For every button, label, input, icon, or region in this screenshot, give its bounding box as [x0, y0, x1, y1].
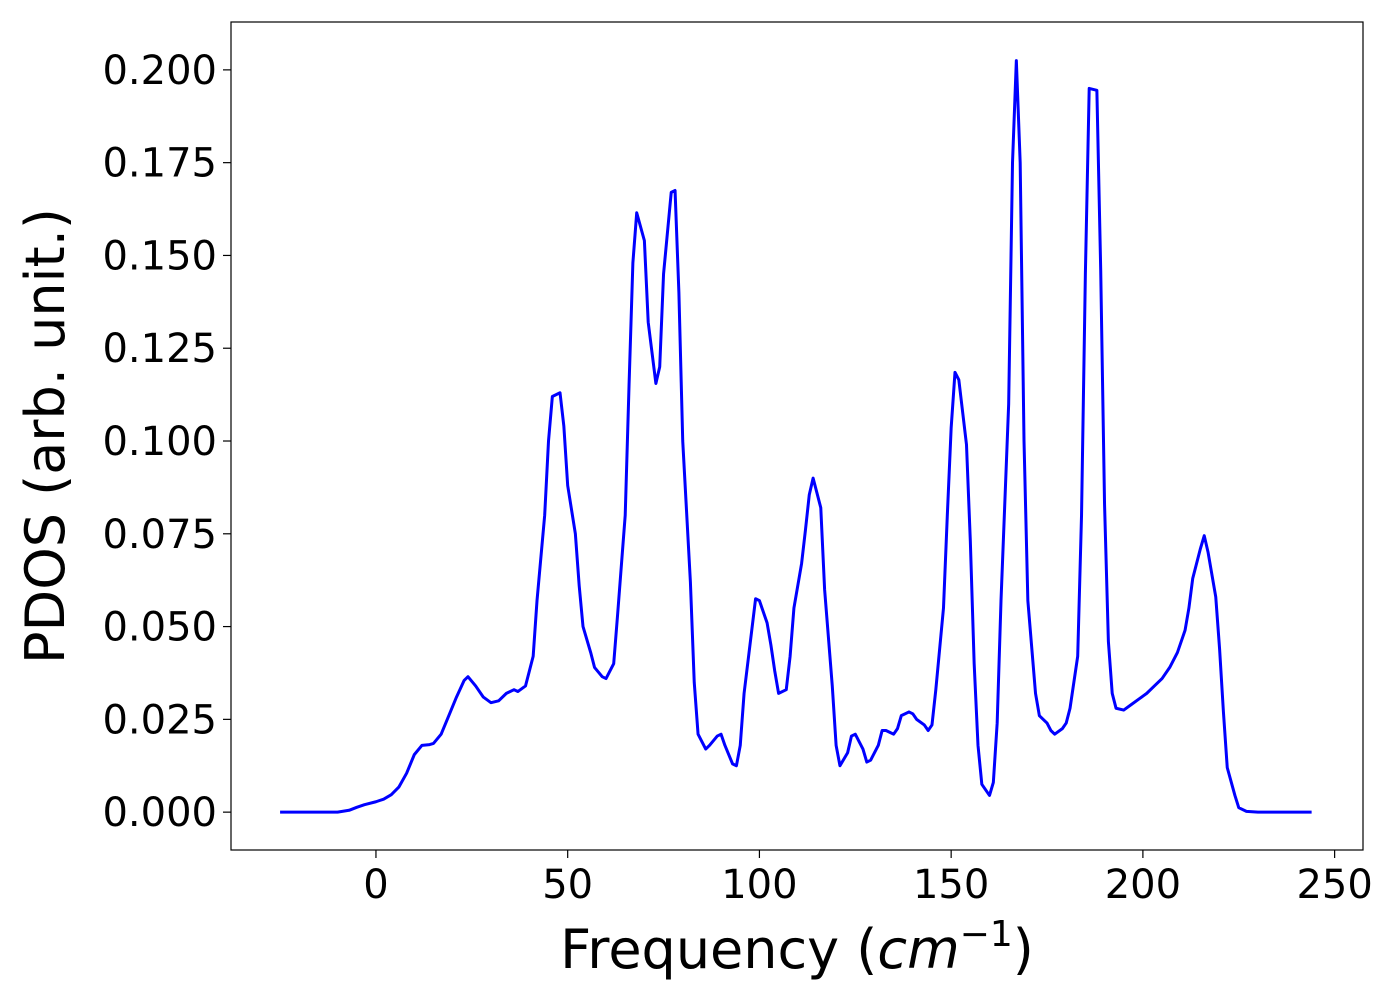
y-tick-label: 0.125	[102, 326, 217, 372]
y-tick-label: 0.050	[102, 605, 217, 651]
y-tick-label: 0.025	[102, 697, 217, 743]
y-tick-label: 0.200	[102, 48, 217, 94]
x-tick-label: 100	[721, 862, 797, 908]
x-axis-label: Frequency (cm−1)	[560, 914, 1034, 981]
plot-frame	[230, 21, 1364, 851]
x-tick-label: 200	[1105, 862, 1181, 908]
x-tick-label: 50	[542, 862, 593, 908]
pdos-line	[280, 59, 1312, 814]
x-tick-label: 150	[913, 862, 989, 908]
y-tick-label: 0.075	[102, 512, 217, 558]
y-tick-label: 0.175	[102, 141, 217, 187]
y-tick-label: 0.000	[102, 790, 217, 836]
y-tick-label: 0.100	[102, 419, 217, 465]
y-axis-label: PDOS (arb. unit.)	[14, 208, 77, 664]
y-tick-label: 0.150	[102, 233, 217, 279]
x-tick-label: 250	[1296, 862, 1372, 908]
x-tick-label: 0	[363, 862, 388, 908]
